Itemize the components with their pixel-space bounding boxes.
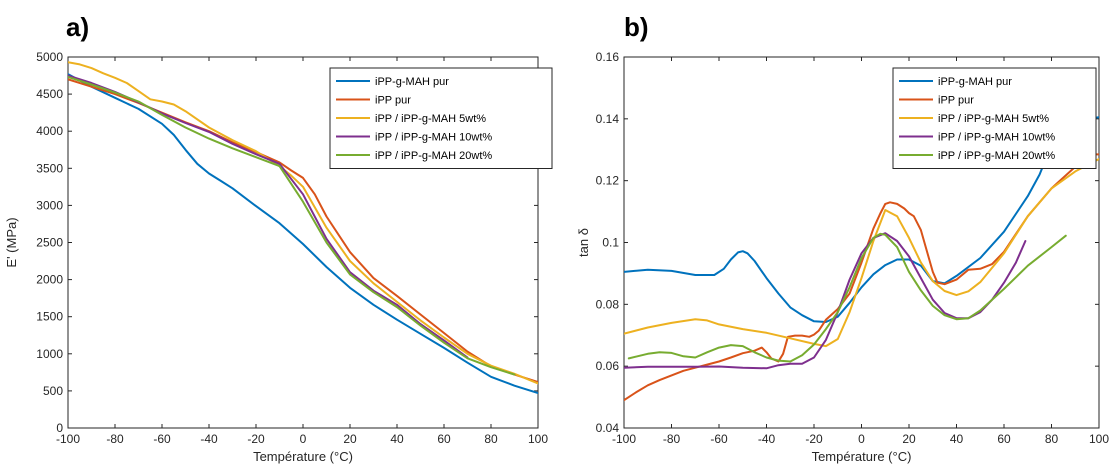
- x-tick-label: -80: [106, 432, 124, 446]
- x-tick-label: 100: [528, 432, 548, 446]
- legend-entry: iPP / iPP-g-MAH 5wt%: [375, 113, 486, 125]
- series-line-5: [68, 76, 516, 376]
- y-tick-label: 2500: [36, 236, 63, 250]
- series-line-2: [624, 153, 1099, 402]
- x-tick-label: -60: [710, 432, 728, 446]
- x-tick-label: -80: [663, 432, 681, 446]
- series-group: [68, 61, 538, 395]
- legend-entry: iPP / iPP-g-MAH 10wt%: [375, 132, 492, 144]
- x-tick-label: 60: [437, 432, 451, 446]
- y-tick-label: 1500: [36, 310, 63, 324]
- legend-entry: iPP / iPP-g-MAH 10wt%: [938, 132, 1055, 144]
- panel-label: b): [624, 12, 649, 42]
- x-tick-label: -60: [153, 432, 171, 446]
- legend-entry: iPP-g-MAH pur: [938, 76, 1012, 88]
- series-line-3: [68, 61, 538, 385]
- x-tick-label: -20: [247, 432, 265, 446]
- y-tick-label: 0.16: [596, 50, 620, 64]
- y-tick-label: 0.14: [596, 112, 620, 126]
- y-tick-label: 3000: [36, 198, 63, 212]
- series-line-4: [624, 232, 1027, 370]
- x-tick-label: -40: [758, 432, 776, 446]
- legend-entry: iPP / iPP-g-MAH 20wt%: [375, 150, 492, 162]
- y-tick-label: 500: [43, 384, 63, 398]
- x-tick-label: 20: [902, 432, 916, 446]
- y-tick-label: 5000: [36, 50, 63, 64]
- x-tick-label: 60: [997, 432, 1011, 446]
- y-tick-label: 0.1: [602, 236, 619, 250]
- y-tick-label: 0.06: [596, 359, 620, 373]
- x-tick-label: -20: [805, 432, 823, 446]
- y-tick-label: 0: [56, 421, 63, 435]
- y-tick-label: 1000: [36, 347, 63, 361]
- x-tick-label: -100: [56, 432, 80, 446]
- x-tick-label: -100: [612, 432, 636, 446]
- x-axis-label: Température (°C): [253, 449, 353, 464]
- series-line-1: [624, 116, 1099, 323]
- chart-panel-1: a)-100 -80 -60 -40 -20 0 20 40 60 80 1000500100015…: [4, 12, 553, 464]
- x-tick-label: 100: [1089, 432, 1109, 446]
- legend-entry: iPP pur: [375, 95, 411, 107]
- chart-panel-2: b) -100 -80 -60 -40 -20 0 20 40 60 80 100 0.04 0.06 0.…: [576, 12, 1109, 464]
- x-tick-label: -40: [200, 432, 218, 446]
- legend-entry: iPP-g-MAH pur: [375, 76, 449, 88]
- y-tick-label: 0.12: [596, 174, 620, 188]
- series-line-5: [627, 232, 1067, 363]
- x-tick-label: 20: [343, 432, 357, 446]
- y-tick-label: 0.08: [596, 297, 620, 311]
- y-tick-label: 3500: [36, 161, 63, 175]
- x-tick-label: 0: [300, 432, 307, 446]
- legend-entry: iPP pur: [938, 95, 974, 107]
- series-line-1: [68, 73, 538, 395]
- x-axis-label: Température (°C): [812, 449, 912, 464]
- y-tick-label: 4500: [36, 87, 63, 101]
- legend: iPP-g-MAH pur iPP pur iPP / iPP-g-MAH 5wt%…: [329, 67, 553, 169]
- legend: iPP-g-MAH pur iPP pur iPP / iPP-g-MAH 5wt%…: [892, 67, 1097, 169]
- x-tick-label: 40: [950, 432, 964, 446]
- y-axis-label: tan δ: [576, 228, 591, 257]
- y-axis-label: E' (MPa): [4, 217, 19, 267]
- legend-entry: iPP / iPP-g-MAH 5wt%: [938, 113, 1049, 125]
- x-tick-label: 0: [858, 432, 865, 446]
- y-tick-label: 0.04: [596, 421, 620, 435]
- legend-entry: iPP / iPP-g-MAH 20wt%: [938, 150, 1055, 162]
- x-tick-label: 80: [484, 432, 498, 446]
- x-tick-label: 40: [390, 432, 404, 446]
- series-line-3: [624, 158, 1099, 348]
- panel-label: a): [66, 12, 89, 42]
- series-group: [624, 116, 1099, 402]
- y-tick-label: 4000: [36, 124, 63, 138]
- x-tick-label: 80: [1045, 432, 1059, 446]
- y-tick-label: 2000: [36, 273, 63, 287]
